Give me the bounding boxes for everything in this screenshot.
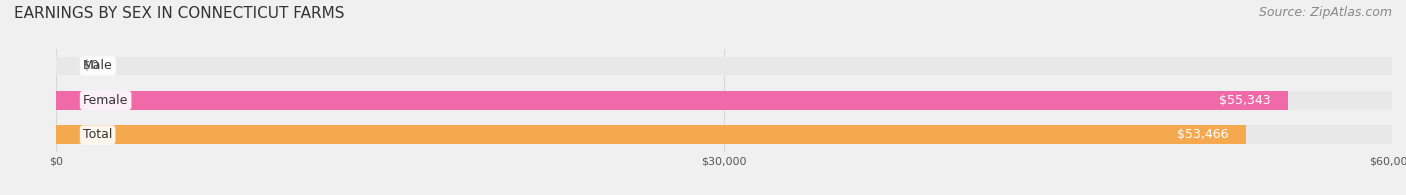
Bar — [56, 91, 1392, 110]
Bar — [56, 125, 1247, 144]
Text: $55,343: $55,343 — [1219, 94, 1271, 107]
Text: Male: Male — [83, 59, 112, 73]
Text: Female: Female — [83, 94, 128, 107]
Text: $53,466: $53,466 — [1177, 128, 1229, 141]
Bar — [56, 57, 1392, 75]
Text: Total: Total — [83, 128, 112, 141]
Text: EARNINGS BY SEX IN CONNECTICUT FARMS: EARNINGS BY SEX IN CONNECTICUT FARMS — [14, 6, 344, 21]
Bar — [56, 125, 1392, 144]
Text: $0: $0 — [83, 59, 98, 73]
Text: Source: ZipAtlas.com: Source: ZipAtlas.com — [1258, 6, 1392, 19]
Bar — [56, 91, 1288, 110]
